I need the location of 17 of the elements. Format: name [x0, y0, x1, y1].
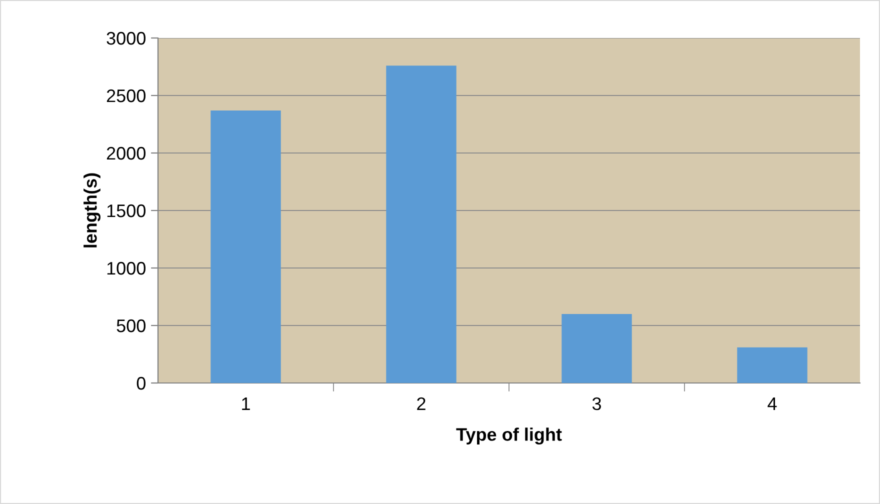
y-tick-label: 1500	[107, 204, 146, 218]
bar	[210, 110, 281, 383]
y-tick-label: 2000	[106, 146, 146, 160]
bar	[386, 66, 456, 383]
y-tick-label: 500	[116, 319, 146, 332]
y-axis-title: length(s)	[84, 173, 100, 248]
y-tick-label: 0	[136, 376, 146, 390]
x-axis-title: Type of light	[456, 428, 562, 445]
y-tick-label: 2500	[106, 89, 146, 102]
y-tick-label: 3000	[106, 32, 146, 45]
x-tick-label: 2	[417, 397, 426, 410]
x-tick-label: 3	[592, 397, 601, 410]
x-tick-label: 4	[768, 398, 777, 410]
bar	[562, 314, 632, 383]
y-tick-label: 1000	[107, 262, 146, 275]
bar	[737, 347, 808, 383]
x-tick-label: 1	[242, 398, 250, 410]
